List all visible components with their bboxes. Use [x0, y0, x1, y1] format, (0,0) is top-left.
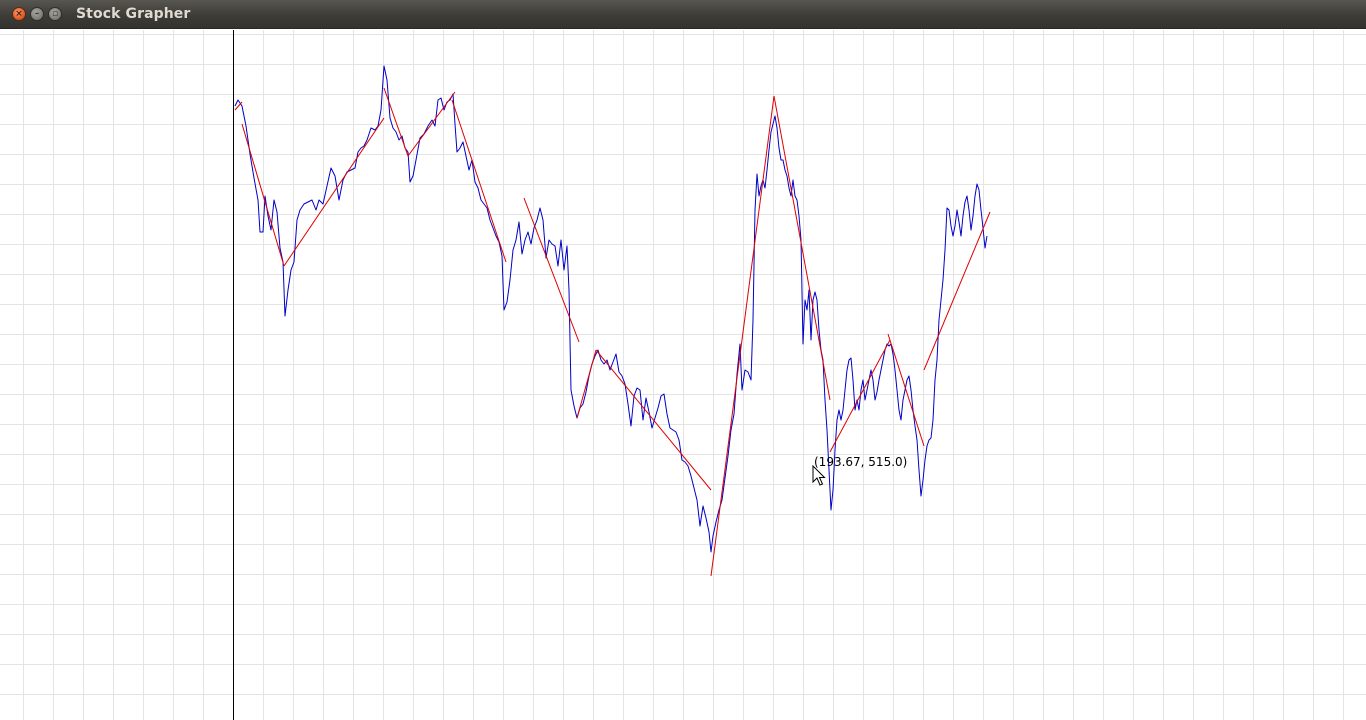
trend-line-segment	[407, 91, 456, 157]
title-bar[interactable]: × – ▫ Stock Grapher	[0, 0, 1366, 29]
trend-line-segment	[710, 95, 775, 577]
trend-line-segment	[829, 339, 891, 453]
stock-chart[interactable]	[0, 30, 1366, 720]
trend-line-segment	[451, 99, 507, 263]
chart-grid	[0, 30, 1366, 720]
trend-line-segment	[283, 117, 385, 267]
trend-line-segment	[383, 87, 409, 157]
trend-line-segment	[523, 197, 580, 343]
trend-line-segment	[923, 211, 991, 371]
price-series-layer	[234, 65, 988, 553]
trend-lines-layer	[234, 87, 991, 577]
trend-line-segment	[595, 349, 712, 491]
trend-line-segment	[241, 123, 285, 267]
trend-line-segment	[234, 101, 243, 111]
minimize-button[interactable]: –	[30, 7, 44, 21]
maximize-button[interactable]: ▫	[48, 7, 62, 21]
trend-line-segment	[887, 333, 925, 447]
minimize-icon: –	[34, 8, 40, 19]
close-button[interactable]: ×	[12, 7, 26, 21]
close-icon: ×	[15, 8, 23, 19]
coordinate-readout: (193.67, 515.0)	[814, 455, 908, 469]
arrow-cursor-icon	[812, 465, 826, 486]
window-title: Stock Grapher	[76, 6, 191, 22]
maximize-icon: ▫	[51, 8, 59, 19]
price-line	[234, 65, 988, 553]
graph-canvas[interactable]: (193.67, 515.0)	[0, 30, 1366, 720]
trend-line-segment	[576, 349, 597, 419]
trend-line-segment	[773, 95, 831, 401]
